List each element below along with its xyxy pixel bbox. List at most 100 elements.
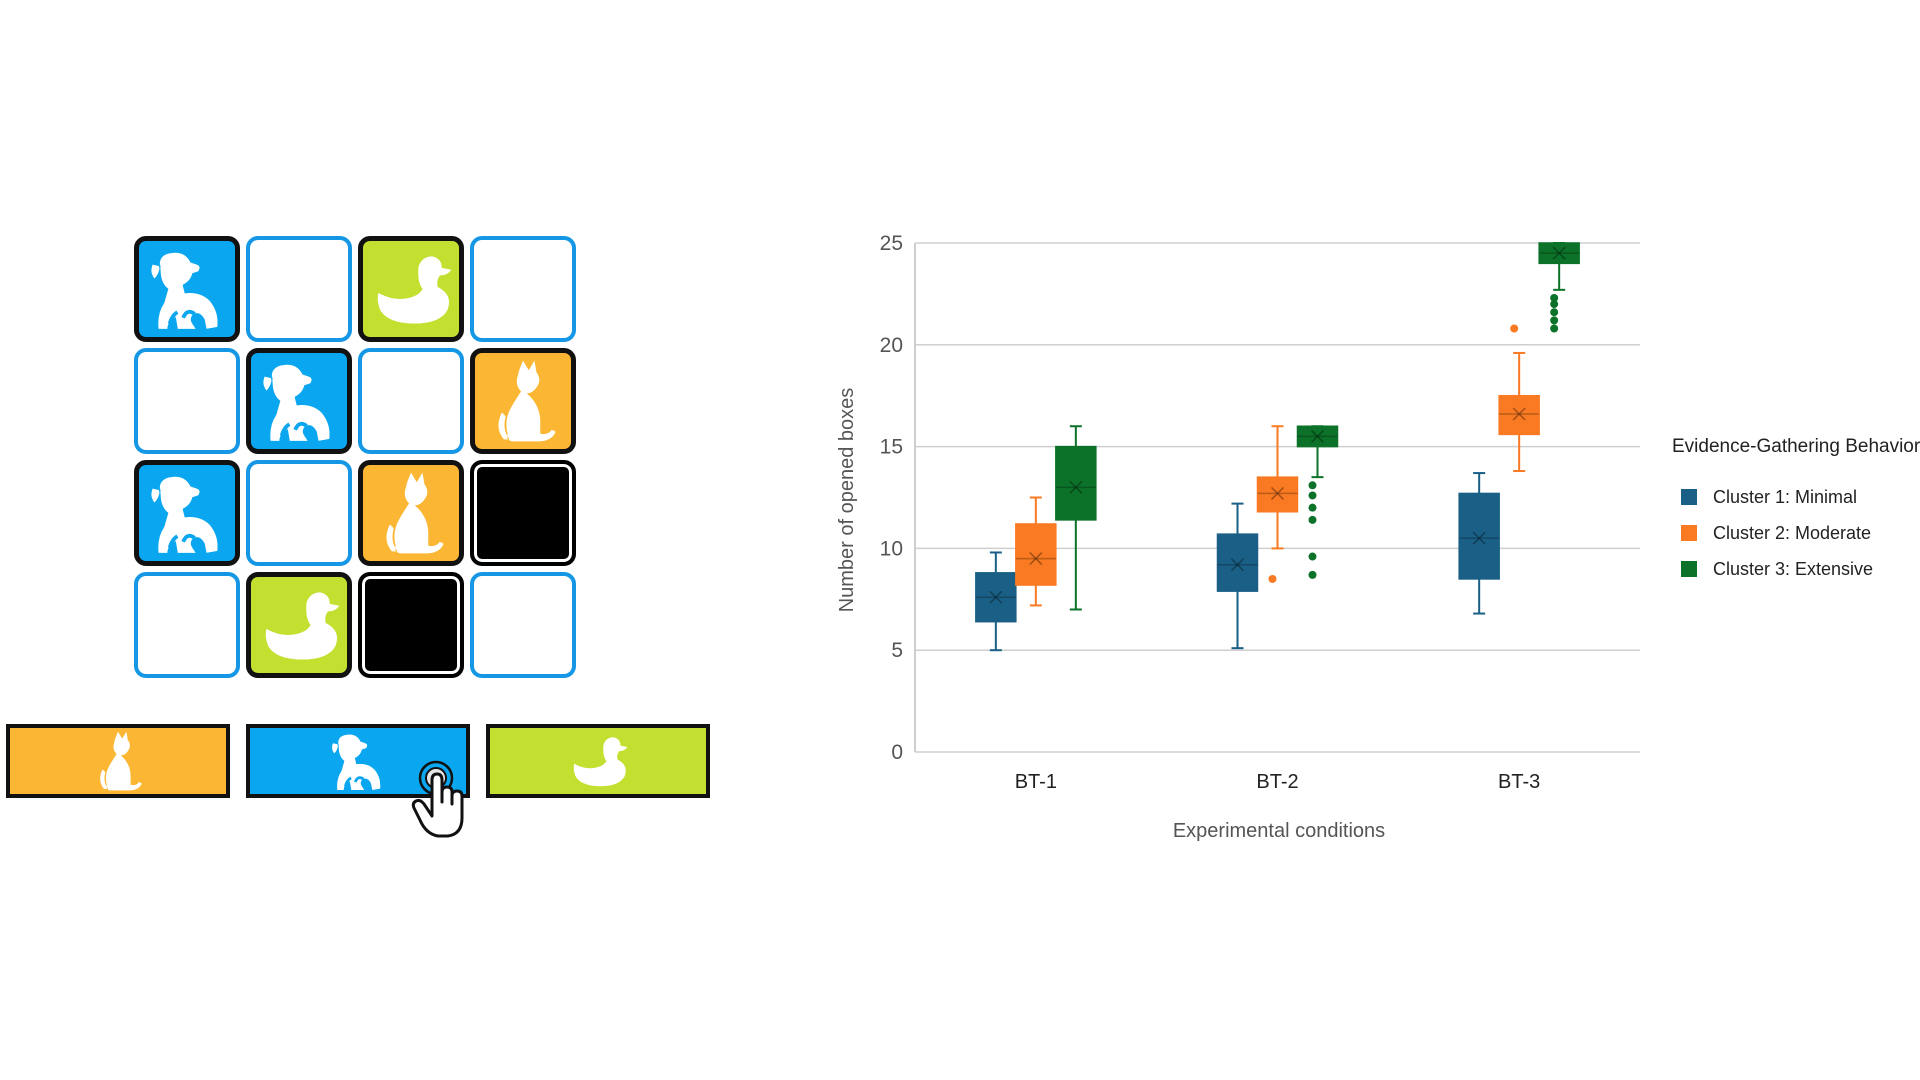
outlier-point <box>1550 300 1559 309</box>
box-iqr <box>1458 492 1500 580</box>
duck-icon <box>377 256 452 324</box>
x-tick-label: BT-2 <box>1256 771 1298 793</box>
series-2 <box>1015 324 1540 607</box>
dog-icon <box>331 733 381 791</box>
outlier-point <box>1308 552 1317 561</box>
duck-icon <box>265 592 340 660</box>
box-bt-3-cluster-1 <box>1458 472 1500 615</box>
y-tick-label: 0 <box>891 741 903 764</box>
y-tick-label: 10 <box>880 537 903 560</box>
box-bt-2-cluster-3 <box>1296 425 1339 579</box>
dog-box-tile[interactable] <box>246 348 352 454</box>
dog-box-tile[interactable] <box>134 236 240 342</box>
y-tick-label: 20 <box>880 334 903 357</box>
outlier-point <box>1308 481 1317 490</box>
x-tick-label: BT-1 <box>1015 771 1057 793</box>
mean-marker <box>989 590 1003 604</box>
series-1 <box>975 472 1500 652</box>
mean-marker <box>1270 486 1285 500</box>
boxplot-chart: 0 5 10 15 20 25 BT-1 BT-2 BT-3 Number of opened… <box>836 232 1920 842</box>
cat-icon <box>386 472 444 554</box>
box-iqr <box>1538 242 1580 265</box>
box-iqr <box>975 572 1017 623</box>
box-iqr <box>1296 425 1339 448</box>
closed-box-tile[interactable] <box>470 572 576 678</box>
box-bt-3-cluster-2 <box>1498 324 1540 473</box>
box-bt-2-cluster-2 <box>1256 425 1299 583</box>
duck-icon <box>573 737 628 787</box>
closed-box-tile[interactable] <box>134 572 240 678</box>
box-series <box>975 242 1580 652</box>
legend: Evidence-Gathering Behavior Cluster 1: M… <box>1672 436 1920 579</box>
y-tick-label: 25 <box>880 232 903 255</box>
blank-box-tile[interactable] <box>470 460 576 566</box>
legend-swatch <box>1681 561 1697 577</box>
box-iqr <box>1055 445 1097 521</box>
legend-label: Cluster 3: Extensive <box>1713 559 1873 579</box>
closed-box-tile[interactable] <box>358 348 464 454</box>
dog-box-tile[interactable] <box>134 460 240 566</box>
legend-item-2: Cluster 2: Moderate <box>1681 523 1871 543</box>
mean-marker <box>1029 552 1043 566</box>
mean-marker <box>1472 531 1486 545</box>
cat-choice-button[interactable] <box>6 724 230 798</box>
box-bt-1-cluster-2 <box>1015 496 1057 607</box>
box-bt-3-cluster-3 <box>1538 242 1580 333</box>
closed-box-tile[interactable] <box>246 236 352 342</box>
cat-box-tile[interactable] <box>358 460 464 566</box>
box-iqr <box>1498 394 1540 436</box>
mean-marker <box>1230 558 1245 572</box>
legend-item-1: Cluster 1: Minimal <box>1681 487 1857 507</box>
x-axis-title: Experimental conditions <box>1173 820 1385 842</box>
dog-icon <box>150 251 219 330</box>
outlier-point <box>1308 491 1317 500</box>
y-axis-title: Number of opened boxes <box>836 388 858 613</box>
y-tick-label: 5 <box>891 639 903 662</box>
outlier-point <box>1308 570 1317 579</box>
box-iqr <box>1256 476 1299 513</box>
outlier-point <box>1308 503 1317 512</box>
outlier-point <box>1550 293 1559 302</box>
closed-box-tile[interactable] <box>246 460 352 566</box>
dog-icon <box>150 475 219 554</box>
outlier-point <box>1510 324 1519 333</box>
x-axis-categories: BT-1 BT-2 BT-3 <box>1015 771 1541 793</box>
mean-marker <box>1310 429 1325 443</box>
gridlines <box>914 242 1640 753</box>
cat-icon <box>498 360 556 442</box>
outlier-point <box>1308 515 1317 524</box>
legend-swatch <box>1681 489 1697 505</box>
duck-box-tile[interactable] <box>246 572 352 678</box>
mean-marker <box>1552 246 1566 260</box>
cat-icon <box>100 731 142 791</box>
closed-box-tile[interactable] <box>134 348 240 454</box>
y-axis-ticks: 0 5 10 15 20 25 <box>880 232 903 764</box>
box-bt-2-cluster-1 <box>1216 502 1259 650</box>
legend-swatch <box>1681 525 1697 541</box>
outlier-point <box>1268 574 1277 583</box>
outlier-point <box>1550 308 1559 317</box>
blank-box-tile[interactable] <box>358 572 464 678</box>
legend-label: Cluster 1: Minimal <box>1713 487 1857 507</box>
evidence-gathering-game <box>0 0 740 1080</box>
box-bt-1-cluster-3 <box>1055 425 1097 611</box>
legend-title: Evidence-Gathering Behavior <box>1672 436 1920 457</box>
mean-marker <box>1069 480 1083 494</box>
cat-box-tile[interactable] <box>470 348 576 454</box>
outlier-point <box>1550 316 1559 325</box>
mean-marker <box>1512 407 1526 421</box>
outlier-point <box>1550 324 1559 333</box>
box-bt-1-cluster-1 <box>975 551 1017 652</box>
legend-item-3: Cluster 3: Extensive <box>1681 559 1873 579</box>
y-tick-label: 15 <box>880 436 903 459</box>
box-iqr <box>1015 523 1057 586</box>
duck-choice-button[interactable] <box>486 724 710 798</box>
duck-box-tile[interactable] <box>358 236 464 342</box>
series-3 <box>1055 242 1580 611</box>
dog-icon <box>262 363 331 442</box>
x-tick-label: BT-3 <box>1498 771 1540 793</box>
box-iqr <box>1216 533 1259 592</box>
closed-box-tile[interactable] <box>470 236 576 342</box>
hand-cursor-icon <box>411 760 464 838</box>
legend-label: Cluster 2: Moderate <box>1713 523 1871 543</box>
